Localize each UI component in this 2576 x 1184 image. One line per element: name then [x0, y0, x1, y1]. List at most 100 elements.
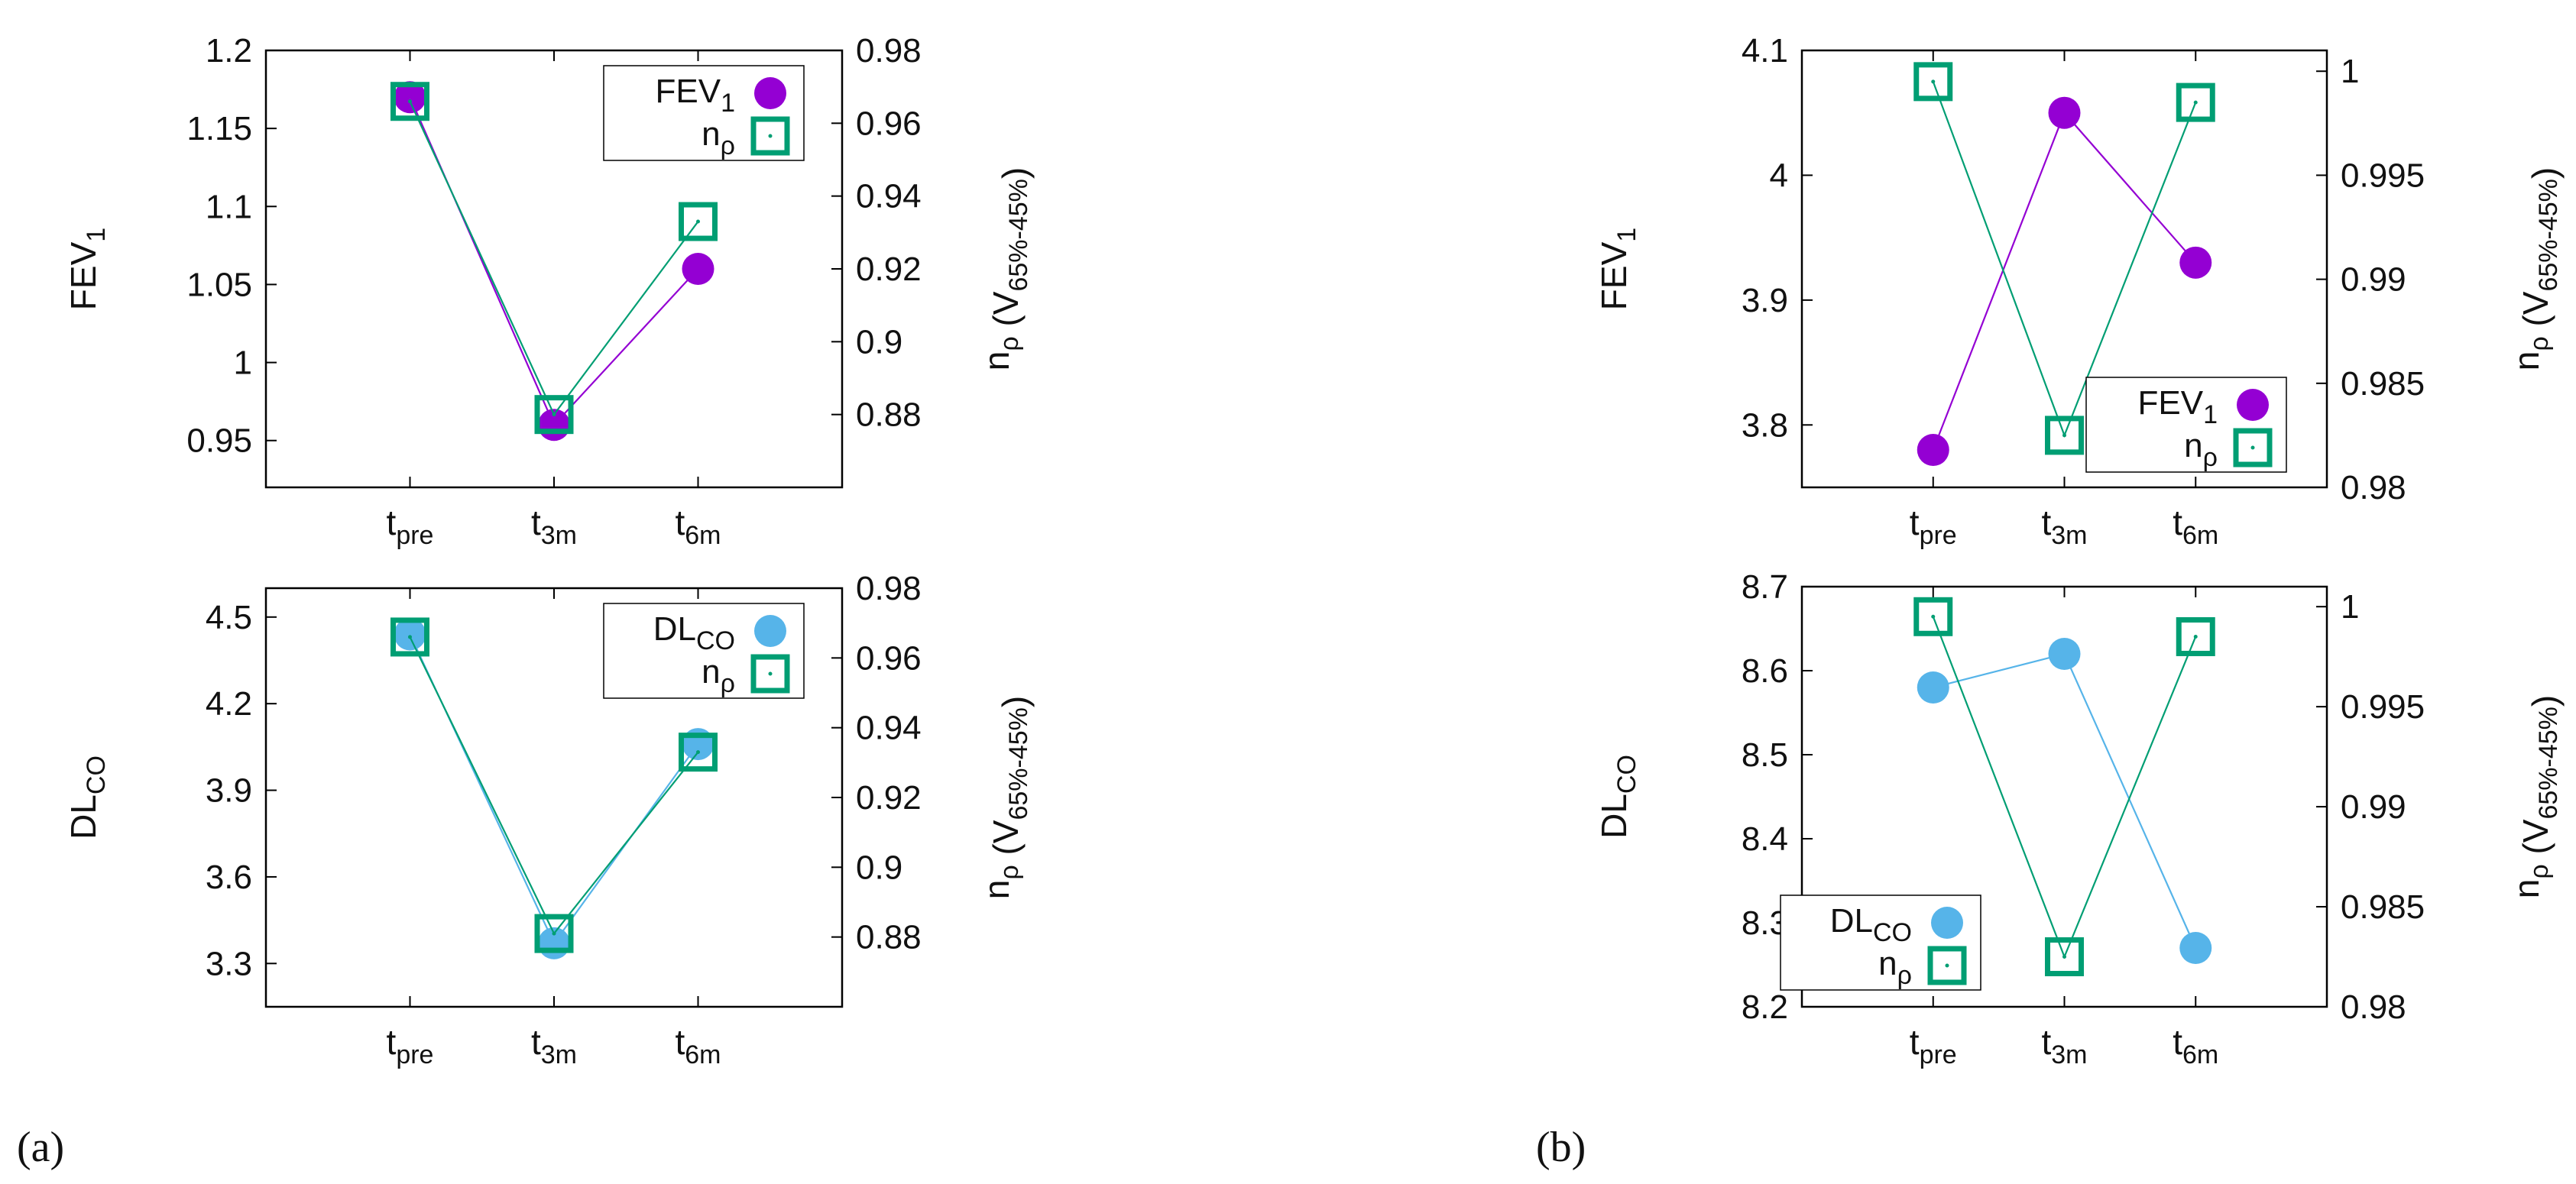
panel-label-b: (b)	[1536, 1124, 1586, 1171]
data-point-square	[534, 914, 574, 953]
y-tick-label: 1.05	[186, 266, 252, 303]
y-tick-label: 4.2	[206, 685, 252, 723]
charts-group: 0.9511.051.11.151.20.880.90.920.940.960.…	[63, 32, 2565, 1069]
y2-tick-label: 0.985	[2341, 888, 2425, 926]
y2-tick-label: 0.985	[2341, 365, 2425, 403]
data-point-square-dot	[1931, 614, 1936, 619]
legend-label: nρ	[702, 653, 735, 698]
legend-marker	[750, 654, 790, 694]
legend-marker	[1931, 907, 1963, 939]
legend-marker-dot	[2250, 445, 2255, 450]
x-tick-label: t3m	[531, 1022, 577, 1069]
y-tick-label: 3.9	[206, 772, 252, 810]
y2-tick-label: 0.98	[856, 570, 922, 607]
legend-label: nρ	[1878, 945, 1912, 990]
x-tick-label: t3m	[2041, 1022, 2087, 1069]
data-point-square-dot	[408, 635, 412, 639]
legend-label: nρ	[702, 115, 735, 160]
chart-a-bottom: 3.3 3.6 3.9 4.2 4.5 0.88 0.9 0.92 0.94 0.96 0.98 tp…	[63, 570, 1035, 1069]
y2-tick-label: 0.92	[856, 251, 922, 288]
data-point-circle	[682, 253, 714, 285]
legend-marker	[1927, 946, 1967, 985]
legend-label: DLCO	[653, 610, 735, 655]
y2-tick-label: 0.98	[2341, 469, 2406, 506]
y-tick-label: 1.15	[186, 110, 252, 147]
y-tick-label: 1.2	[206, 32, 252, 70]
y2-axis-label: nρ (V65%-45%)	[977, 167, 1035, 370]
data-point-square	[2045, 937, 2084, 977]
y2-tick-label: 0.99	[2341, 261, 2406, 299]
legend-label: FEV1	[656, 73, 736, 118]
y2-tick-label: 0.88	[856, 396, 922, 434]
legend-marker	[2233, 428, 2273, 467]
y-tick-label: 1	[234, 345, 252, 382]
data-point-square-dot	[2062, 955, 2066, 959]
x-tick-label: t6m	[675, 1022, 721, 1069]
y-tick-label: 1.1	[206, 188, 252, 225]
data-point-square	[1913, 597, 1953, 636]
y-tick-label: 3.8	[1742, 406, 1788, 444]
legend-marker-dot	[1945, 963, 1949, 968]
legend-label: nρ	[2184, 427, 2218, 472]
x-tick-label: t3m	[531, 503, 577, 550]
data-point-circle	[2048, 96, 2081, 129]
y2-tick-label: 0.94	[856, 178, 922, 215]
data-point-circle	[1917, 671, 1949, 704]
legend-marker-dot	[768, 134, 773, 138]
y2-tick-label: 1	[2341, 588, 2359, 626]
y-tick-label: 8.7	[1742, 568, 1788, 606]
y2-tick-label: 0.9	[856, 323, 902, 361]
y-axis-label: FEV1	[1594, 228, 1641, 310]
y-axis-label: FEV1	[63, 228, 111, 310]
y2-tick-label: 0.98	[2341, 988, 2406, 1026]
data-point-square-dot	[552, 412, 556, 417]
data-point-circle	[1917, 433, 1949, 466]
chart-a-top: 0.95 1 1.05 1.1 1.15 1.2 0.88 0.9 0.92 0.94 0.96 0.…	[63, 32, 1035, 550]
y2-tick-label: 0.96	[856, 639, 922, 677]
data-point-square-dot	[696, 750, 700, 755]
data-point-square-dot	[696, 219, 700, 224]
x-tick-label: t6m	[2173, 1022, 2218, 1069]
data-point-square-dot	[2193, 634, 2198, 639]
legend-marker	[750, 116, 790, 156]
y2-tick-label: 0.94	[856, 710, 922, 747]
data-point-square	[2176, 82, 2215, 122]
data-point-circle	[2179, 246, 2212, 279]
x-tick-label: tpre	[387, 1022, 434, 1069]
y-tick-label: 8.2	[1742, 988, 1788, 1026]
chart-b-top: 3.8 3.9 4 4.1 0.98 0.985 0.99 0.995 1 tpre t3m t6m F…	[1594, 32, 2565, 550]
data-point-square	[390, 82, 429, 121]
y2-tick-label: 0.995	[2341, 688, 2425, 726]
data-point-square	[1913, 62, 1953, 102]
data-point-circle	[394, 81, 426, 114]
data-point-square-dot	[2193, 100, 2198, 105]
y-tick-label: 4.5	[206, 599, 252, 636]
data-point-square	[390, 617, 429, 657]
data-point-circle	[394, 618, 426, 651]
data-point-square-dot	[2062, 433, 2066, 438]
y2-tick-label: 0.92	[856, 779, 922, 817]
data-point-square-dot	[552, 931, 556, 936]
legend-marker-dot	[768, 671, 773, 676]
y-tick-label: 8.5	[1742, 736, 1788, 774]
data-point-circle	[2048, 638, 2081, 670]
data-point-square-dot	[1931, 79, 1936, 84]
data-point-circle	[2179, 932, 2212, 964]
y2-axis-label: nρ (V65%-45%)	[977, 696, 1035, 899]
x-tick-label: tpre	[1910, 1022, 1957, 1069]
y-tick-label: 3.6	[206, 859, 252, 896]
y-tick-label: 8.6	[1742, 652, 1788, 690]
y-axis-label: DLCO	[1594, 755, 1641, 839]
x-tick-label: tpre	[387, 503, 434, 550]
y2-tick-label: 0.9	[856, 849, 902, 886]
legend-label: DLCO	[1830, 902, 1912, 947]
chart-b-bottom: 8.28.38.48.58.68.70.980.9850.990.9951tpr…	[1594, 568, 2565, 1069]
y-tick-label: 3.9	[1742, 282, 1788, 319]
y-tick-label: 8.4	[1742, 820, 1788, 858]
data-point-square	[2176, 616, 2215, 656]
